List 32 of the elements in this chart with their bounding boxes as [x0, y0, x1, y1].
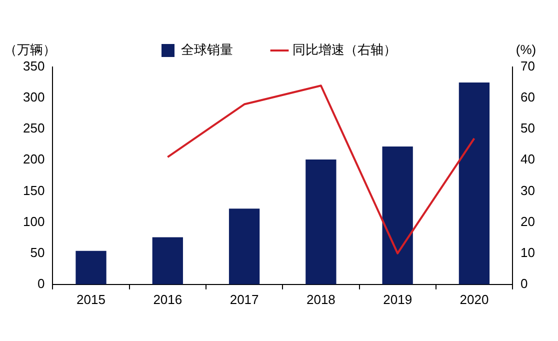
y2-tick-label: 70	[520, 58, 536, 74]
legend-label: 全球销量	[181, 42, 233, 58]
x-tick-label: 2016	[153, 292, 182, 307]
x-tick-label: 2020	[460, 292, 489, 307]
y2-axis-title: (%)	[516, 42, 536, 58]
y2-tick-label: 10	[520, 244, 536, 260]
y-tick-label: 0	[37, 276, 45, 291]
y-tick-label: 300	[22, 90, 45, 105]
y2-tick-label: 30	[520, 182, 536, 198]
x-tick-label: 2019	[383, 292, 412, 307]
y-tick-label: 250	[22, 120, 45, 136]
y-axis-title: （万辆）	[4, 42, 56, 58]
y-tick-label: 150	[22, 182, 45, 198]
bar	[228, 208, 260, 284]
bar	[306, 160, 336, 284]
y-tick-label: 100	[22, 214, 45, 229]
legend-label: 同比增速（右轴）	[292, 42, 396, 58]
bar	[382, 146, 413, 284]
y2-tick-label: 50	[520, 120, 536, 136]
y2-tick-label: 60	[520, 90, 536, 105]
bar	[152, 237, 183, 284]
y-tick-label: 200	[22, 152, 45, 167]
y-tick-label: 350	[22, 58, 45, 74]
bar	[76, 250, 106, 284]
x-tick-label: 2015	[76, 292, 106, 307]
y2-tick-label: 20	[520, 214, 536, 229]
y2-tick-label: 40	[520, 152, 536, 167]
x-tick-label: 2018	[306, 292, 336, 307]
bar	[458, 82, 490, 284]
x-tick-label: 2017	[230, 292, 259, 307]
y2-tick-label: 0	[520, 276, 528, 291]
y-tick-label: 50	[30, 244, 45, 260]
